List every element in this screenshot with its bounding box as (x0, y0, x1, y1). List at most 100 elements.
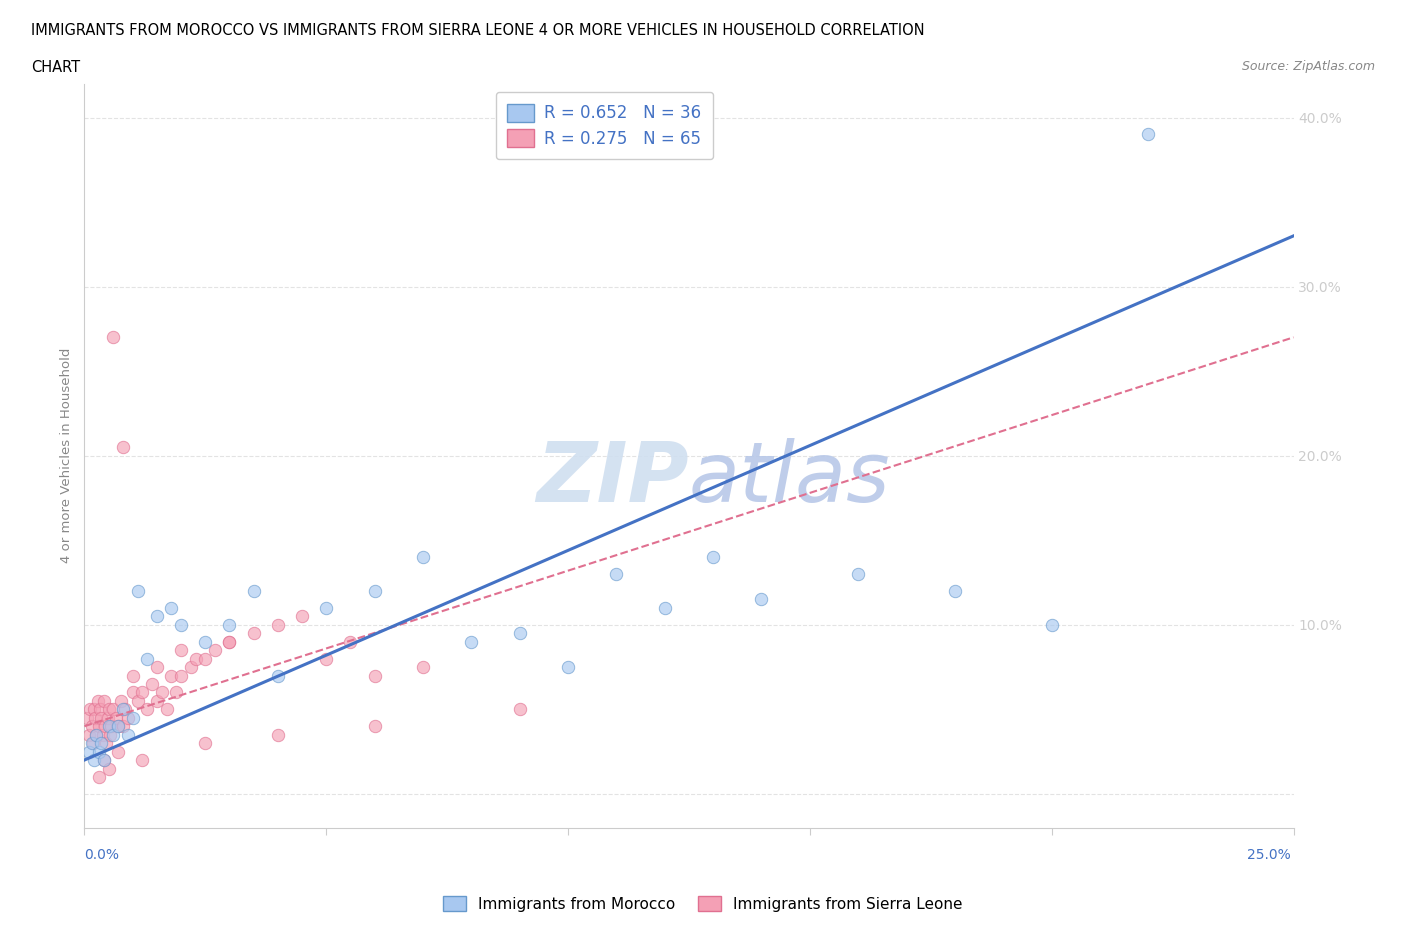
Text: 25.0%: 25.0% (1247, 848, 1291, 862)
Point (267, 668, 290, 683)
Point (846, 566, 869, 581)
Point (80, 719, 103, 734)
Point (291, 609, 314, 624)
Point (94, 736, 117, 751)
Point (363, 719, 385, 734)
Point (100, 719, 122, 734)
Point (97, 761, 120, 776)
Point (943, 583, 966, 598)
Point (160, 668, 183, 683)
Point (93, 752, 115, 767)
Point (87, 719, 110, 734)
Point (87, 744, 110, 759)
Point (412, 659, 434, 674)
Point (114, 702, 136, 717)
Point (112, 440, 135, 455)
Point (141, 676, 163, 691)
Point (194, 634, 217, 649)
Point (97, 711, 120, 725)
Point (77, 744, 100, 759)
Point (194, 651, 217, 666)
Point (117, 727, 139, 742)
Point (97, 702, 120, 717)
Point (89, 702, 111, 717)
Point (76, 711, 98, 725)
Point (83, 702, 105, 717)
Point (315, 651, 337, 666)
Point (339, 634, 361, 649)
Point (136, 651, 159, 666)
Point (121, 711, 143, 725)
Point (84, 711, 107, 725)
Point (103, 702, 125, 717)
Point (150, 685, 173, 700)
Point (103, 727, 125, 742)
Point (127, 694, 149, 709)
Text: Source: ZipAtlas.com: Source: ZipAtlas.com (1241, 60, 1375, 73)
Point (242, 583, 264, 598)
Point (104, 711, 127, 725)
Point (751, 592, 773, 607)
Point (93, 719, 115, 734)
Point (112, 719, 135, 734)
Point (363, 583, 385, 598)
Point (180, 659, 202, 674)
Point (87, 769, 110, 784)
Point (131, 685, 153, 700)
Text: ZIP: ZIP (536, 437, 689, 519)
Point (121, 668, 143, 683)
Point (605, 566, 627, 581)
Point (97, 719, 120, 734)
Point (80, 736, 103, 751)
Text: IMMIGRANTS FROM MOROCCO VS IMMIGRANTS FROM SIERRA LEONE 4 OR MORE VEHICLES IN HO: IMMIGRANTS FROM MOROCCO VS IMMIGRANTS FR… (31, 23, 925, 38)
Point (117, 711, 139, 725)
Point (146, 694, 169, 709)
Point (98, 727, 121, 742)
Point (412, 550, 434, 565)
Point (107, 719, 129, 734)
Text: atlas: atlas (689, 437, 890, 519)
Point (90, 711, 112, 725)
Point (131, 752, 153, 767)
Point (127, 583, 149, 598)
Text: CHART: CHART (31, 60, 80, 75)
Point (702, 550, 724, 565)
Point (77, 727, 100, 742)
Legend: R = 0.652   N = 36, R = 0.275   N = 65: R = 0.652 N = 36, R = 0.275 N = 65 (496, 92, 713, 159)
Point (170, 618, 193, 632)
Point (107, 719, 129, 734)
Point (242, 626, 264, 641)
Point (315, 601, 337, 616)
Point (93, 694, 115, 709)
Point (204, 643, 226, 658)
Point (87, 694, 110, 709)
Point (267, 727, 290, 742)
Point (93, 752, 115, 767)
Point (170, 643, 193, 658)
Point (107, 744, 129, 759)
Point (146, 609, 169, 624)
Point (155, 702, 177, 717)
Point (121, 685, 143, 700)
Point (509, 702, 531, 717)
Point (363, 668, 385, 683)
Point (654, 601, 676, 616)
Point (218, 618, 240, 632)
Point (103, 330, 125, 345)
Point (170, 668, 193, 683)
Point (184, 651, 207, 666)
Point (146, 659, 169, 674)
Point (218, 634, 240, 649)
Point (110, 694, 132, 709)
Point (1137, 127, 1160, 142)
Point (82, 736, 104, 751)
Point (460, 634, 482, 649)
Point (165, 685, 187, 700)
Point (509, 626, 531, 641)
Point (218, 634, 240, 649)
Point (194, 736, 217, 751)
Point (160, 601, 183, 616)
Point (112, 702, 135, 717)
Point (557, 659, 579, 674)
Point (91, 727, 114, 742)
